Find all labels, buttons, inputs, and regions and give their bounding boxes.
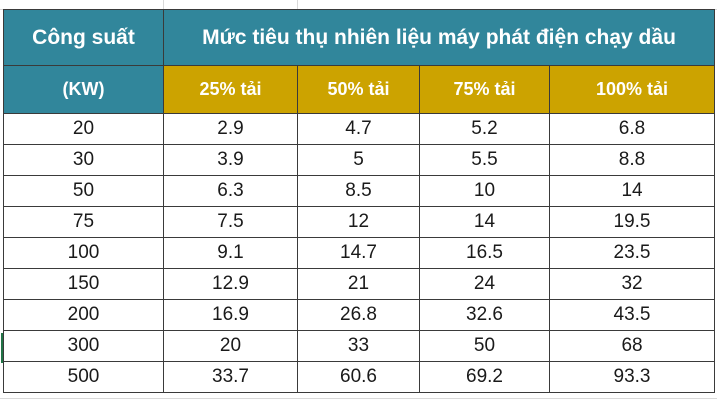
table-row: 150 12.9 21 24 32: [3, 268, 716, 300]
header-load-25[interactable]: 25% tải: [163, 65, 298, 114]
cell-consumption[interactable]: 43.5: [548, 299, 716, 331]
cell-power[interactable]: 30: [3, 144, 164, 176]
table-row: 50 6.3 8.5 10 14: [3, 175, 716, 207]
table-row: 30 3.9 5 5.5 8.8: [3, 144, 716, 176]
cell-consumption[interactable]: 60.6: [297, 361, 420, 393]
cell-consumption[interactable]: 12: [297, 206, 420, 238]
header-power-unit[interactable]: (KW): [3, 65, 164, 114]
cell-consumption[interactable]: 93.3: [548, 361, 716, 393]
sheet-gridline: [297, 0, 298, 9]
cell-consumption[interactable]: 16.5: [419, 237, 550, 269]
sheet-gridline-bottom: [0, 398, 717, 399]
cell-consumption[interactable]: 23.5: [548, 237, 716, 269]
cell-consumption[interactable]: 14: [419, 206, 550, 238]
cell-consumption[interactable]: 6.8: [548, 113, 716, 145]
cell-consumption[interactable]: 32.6: [419, 299, 550, 331]
cell-power[interactable]: 150: [3, 268, 164, 300]
cell-consumption[interactable]: 16.9: [163, 299, 298, 331]
cell-consumption[interactable]: 19.5: [548, 206, 716, 238]
cell-power[interactable]: 50: [3, 175, 164, 207]
cell-consumption[interactable]: 20: [163, 330, 298, 362]
cell-consumption[interactable]: 5.5: [419, 144, 550, 176]
cell-consumption[interactable]: 8.5: [297, 175, 420, 207]
header-load-50[interactable]: 50% tải: [297, 65, 420, 114]
cell-power[interactable]: 100: [3, 237, 164, 269]
cell-power[interactable]: 300: [3, 330, 164, 362]
header-load-75[interactable]: 75% tải: [419, 65, 550, 114]
fuel-consumption-table: Công suất Mức tiêu thụ nhiên liệu máy ph…: [3, 9, 716, 393]
cell-consumption[interactable]: 8.8: [548, 144, 716, 176]
cell-consumption[interactable]: 26.8: [297, 299, 420, 331]
table-row: 500 33.7 60.6 69.2 93.3: [3, 361, 716, 393]
table-row: 100 9.1 14.7 16.5 23.5: [3, 237, 716, 269]
cell-power[interactable]: 500: [3, 361, 164, 393]
table-row: 20 2.9 4.7 5.2 6.8: [3, 113, 716, 145]
table-row: 75 7.5 12 14 19.5: [3, 206, 716, 238]
cell-consumption[interactable]: 9.1: [163, 237, 298, 269]
cell-consumption[interactable]: 14.7: [297, 237, 420, 269]
header-load-100[interactable]: 100% tải: [548, 65, 716, 114]
cell-consumption[interactable]: 6.3: [163, 175, 298, 207]
selected-cell-marker: [1, 333, 3, 363]
cell-consumption[interactable]: 2.9: [163, 113, 298, 145]
cell-consumption[interactable]: 69.2: [419, 361, 550, 393]
cell-consumption[interactable]: 7.5: [163, 206, 298, 238]
cell-consumption[interactable]: 68: [548, 330, 716, 362]
cell-consumption[interactable]: 12.9: [163, 268, 298, 300]
header-power[interactable]: Công suất: [3, 9, 164, 66]
cell-consumption[interactable]: 5: [297, 144, 420, 176]
table-row: 300 20 33 50 68: [3, 330, 716, 362]
cell-consumption[interactable]: 33.7: [163, 361, 298, 393]
cell-consumption[interactable]: 5.2: [419, 113, 550, 145]
cell-consumption[interactable]: 24: [419, 268, 550, 300]
cell-consumption[interactable]: 21: [297, 268, 420, 300]
cell-power[interactable]: 75: [3, 206, 164, 238]
cell-consumption[interactable]: 14: [548, 175, 716, 207]
cell-consumption[interactable]: 10: [419, 175, 550, 207]
cell-consumption[interactable]: 32: [548, 268, 716, 300]
cell-power[interactable]: 20: [3, 113, 164, 145]
cell-consumption[interactable]: 4.7: [297, 113, 420, 145]
cell-consumption[interactable]: 3.9: [163, 144, 298, 176]
sheet-gridline: [163, 0, 164, 9]
cell-power[interactable]: 200: [3, 299, 164, 331]
header-group-title[interactable]: Mức tiêu thụ nhiên liệu máy phát điện ch…: [162, 9, 716, 66]
cell-consumption[interactable]: 50: [419, 330, 550, 362]
table-row: 200 16.9 26.8 32.6 43.5: [3, 299, 716, 331]
cell-consumption[interactable]: 33: [297, 330, 420, 362]
